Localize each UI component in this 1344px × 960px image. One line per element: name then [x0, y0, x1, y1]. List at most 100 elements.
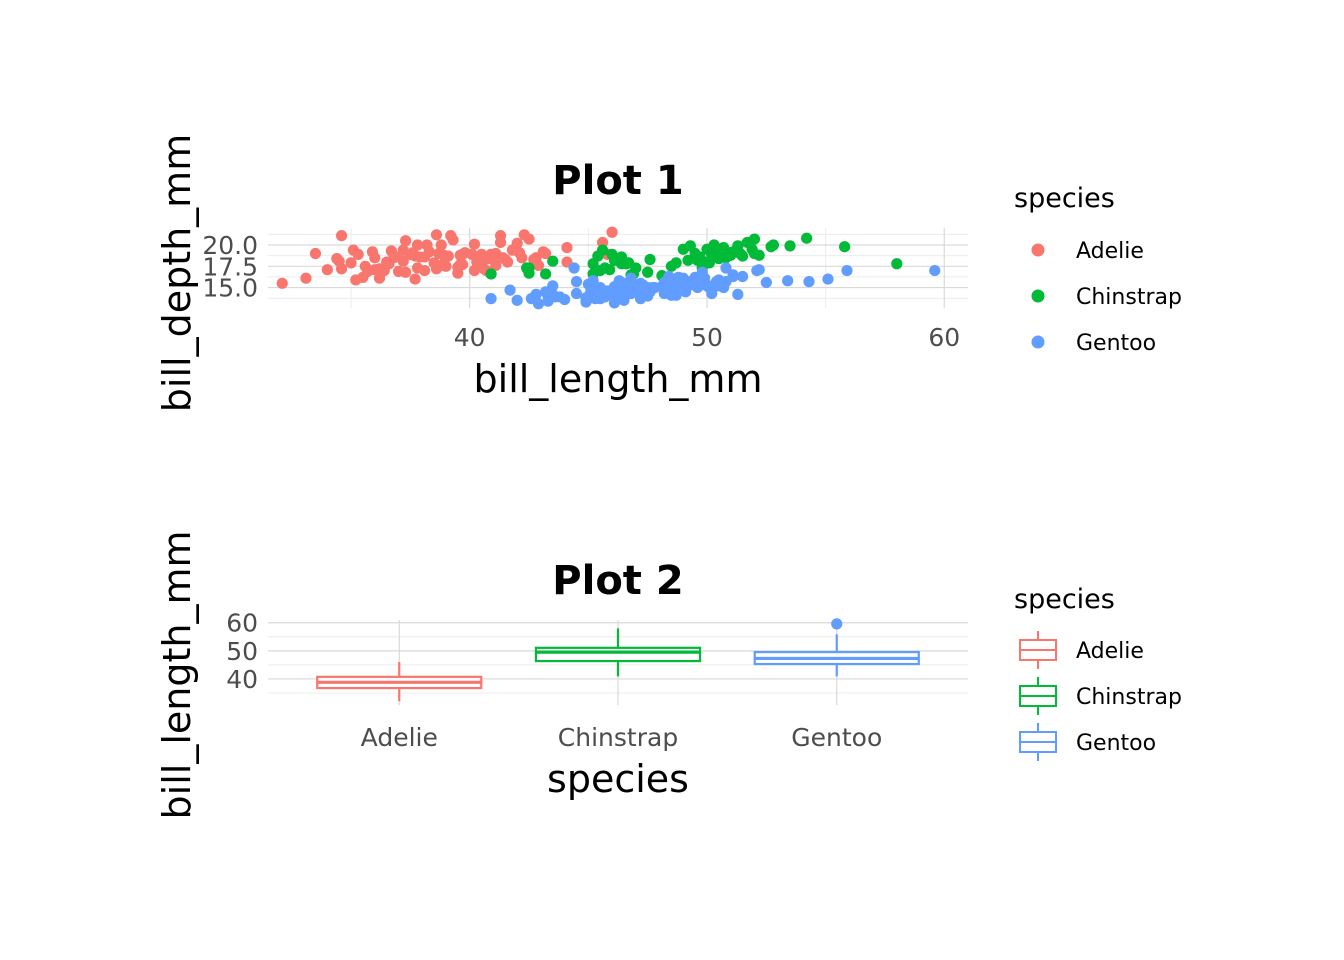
point-adelie [502, 256, 514, 268]
point-adelie [523, 233, 535, 245]
plot2-y-axis-title: bill_length_mm [155, 531, 199, 820]
point-adelie [300, 272, 312, 284]
point-gentoo [732, 288, 744, 300]
scatter-plot-panel: Plot 1 40 50 60 15.017.520.0 bill_length_m… [155, 134, 1182, 412]
point-adelie [452, 267, 464, 279]
point-gentoo [485, 293, 497, 305]
plot2-y-tick-label: 40 [226, 665, 258, 694]
point-chinstrap [596, 244, 609, 256]
point-gentoo [532, 298, 545, 310]
point-adelie [447, 234, 459, 246]
legend-label-gentoo: Gentoo [1076, 731, 1156, 756]
point-chinstrap [801, 232, 813, 244]
plot1-x-tick-label: 40 [454, 323, 486, 352]
point-chinstrap [670, 257, 682, 269]
point-chinstrap [485, 268, 497, 280]
plot1-x-tick-label: 60 [928, 323, 960, 352]
point-gentoo [841, 264, 853, 277]
legend-label-adelie: Adelie [1076, 639, 1144, 664]
point-gentoo [782, 275, 794, 287]
point-gentoo [559, 293, 571, 306]
outlier-gentoo [831, 618, 843, 630]
plot2-y-tick-label: 50 [226, 637, 258, 666]
point-gentoo [625, 272, 637, 284]
point-adelie [400, 266, 412, 278]
point-gentoo [760, 276, 772, 289]
point-adelie [309, 247, 322, 260]
plot2-x-tick-labels: Adelie Chinstrap Gentoo [361, 723, 883, 752]
legend-key-chinstrap [1031, 289, 1045, 303]
point-chinstrap [642, 266, 654, 278]
plot1-y-tick-labels: 15.017.520.0 [202, 231, 258, 303]
plot2-boxes [316, 618, 920, 702]
plot1-x-tick-labels: 40 50 60 [454, 323, 960, 352]
point-adelie [442, 250, 454, 262]
point-chinstrap [630, 262, 642, 274]
point-adelie [511, 237, 523, 249]
point-adelie [435, 239, 447, 251]
point-adelie [606, 226, 618, 238]
point-adelie [411, 239, 424, 251]
point-gentoo [822, 273, 834, 285]
point-adelie [440, 260, 452, 272]
point-chinstrap [540, 268, 552, 280]
point-adelie [321, 264, 333, 276]
point-chinstrap [839, 241, 851, 253]
point-gentoo [803, 276, 815, 288]
point-adelie [532, 259, 545, 272]
point-adelie [352, 248, 364, 260]
legend-label-gentoo: Gentoo [1076, 331, 1156, 356]
point-chinstrap [748, 233, 761, 245]
point-gentoo [670, 289, 682, 301]
point-adelie [468, 238, 481, 250]
legend-label-chinstrap: Chinstrap [1076, 285, 1182, 310]
legend-label-adelie: Adelie [1076, 239, 1144, 264]
plot2-legend-title: species [1014, 584, 1115, 615]
point-adelie [540, 247, 552, 260]
point-gentoo [570, 287, 583, 300]
point-gentoo [504, 284, 516, 296]
point-adelie [430, 229, 443, 241]
point-adelie [423, 246, 435, 258]
point-adelie [468, 264, 481, 277]
point-gentoo [587, 275, 599, 287]
point-adelie [596, 236, 609, 249]
legend-label-chinstrap: Chinstrap [1076, 685, 1182, 710]
point-chinstrap [547, 255, 559, 267]
plot2-x-axis-title: species [547, 757, 689, 801]
point-adelie [335, 263, 348, 275]
point-adelie [561, 241, 573, 254]
plot1-y-tick-label: 15.0 [202, 274, 258, 303]
legend-key-gentoo [1031, 335, 1045, 349]
point-chinstrap [736, 250, 749, 262]
plot1-points [276, 226, 941, 310]
point-adelie [494, 230, 507, 242]
point-adelie [345, 257, 357, 269]
point-chinstrap [753, 249, 765, 261]
point-gentoo [530, 288, 542, 300]
point-gentoo [736, 270, 749, 283]
plot2-x-tick-label: Chinstrap [558, 723, 678, 752]
point-adelie [419, 264, 431, 277]
plot1-y-axis-title: bill_depth_mm [155, 134, 199, 412]
point-adelie [397, 255, 409, 267]
point-chinstrap [523, 262, 535, 274]
plot1-x-axis-title: bill_length_mm [474, 357, 763, 401]
point-gentoo [929, 264, 941, 277]
point-gentoo [753, 264, 765, 276]
point-gentoo [568, 262, 580, 274]
point-adelie [369, 252, 381, 264]
point-chinstrap [644, 253, 656, 266]
point-chinstrap [604, 264, 616, 276]
point-adelie [400, 235, 412, 247]
plot2-x-tick-label: Adelie [361, 723, 438, 752]
plot2-title: Plot 2 [552, 558, 683, 604]
legend-key-adelie [1031, 243, 1045, 257]
point-gentoo [727, 269, 739, 281]
plot1-y-tick-label: 17.5 [202, 252, 258, 281]
point-adelie [456, 258, 469, 271]
